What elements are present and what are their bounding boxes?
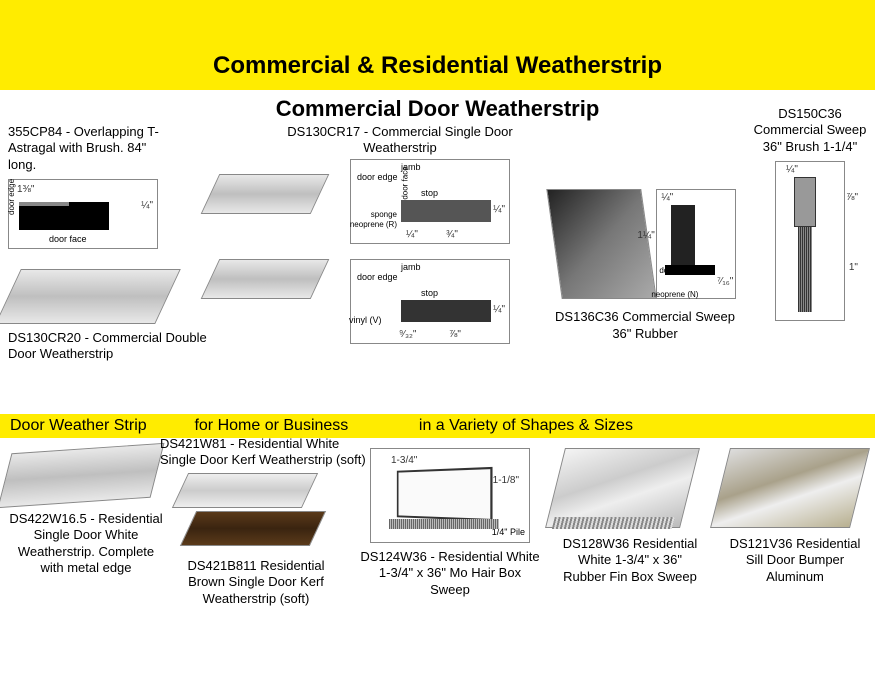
product-DS421W-label: DS421W81 - Residential White Single Door… (160, 436, 370, 469)
product-DS422: DS422W16.5 - Residential Single Door Whi… (6, 448, 166, 576)
dim-136-c: ⁷⁄₁₆" (717, 276, 733, 289)
dim-355-2: ¼" (141, 200, 153, 213)
dim-cr17-d: ¼" (493, 304, 505, 317)
dim-124-a: 1-3/4" (391, 455, 417, 468)
dim-150-b: ⅞" (846, 192, 858, 205)
image-DS422 (0, 443, 165, 508)
product-DS136C36: ¼" 1¼" ⁷⁄₁₆" door bottom neoprene (N) DS… (545, 189, 745, 342)
strip-c: in a Variety of Shapes & Sizes (419, 417, 633, 434)
lbl-sponge: sponge neoprene (R) (347, 210, 397, 230)
dim-150-c: 1" (849, 262, 858, 275)
product-DS150C36-label: DS150C36 Commercial Sweep 36" Brush 1-1/… (750, 106, 870, 155)
main-banner: Commercial & Residential Weatherstrip (0, 0, 875, 90)
product-DS124: 1-3/4" 1-1/8" 1/4" Pile DS124W36 - Resid… (360, 448, 540, 598)
dim-150-a: ¼" (786, 164, 798, 177)
dim-355-1: 1⅜" (17, 184, 34, 197)
product-DS130CR20-label: DS130CR20 - Commercial Double Door Weath… (8, 330, 208, 363)
residential-section: DS422W16.5 - Residential Single Door Whi… (0, 438, 875, 673)
dim-cr17-a: ¼" (493, 204, 505, 217)
commercial-section: 355CP84 - Overlapping T-Astragal with Br… (0, 124, 875, 414)
product-DS150C36: DS150C36 Commercial Sweep 36" Brush 1-1/… (750, 106, 870, 321)
diagram-CR17-lower: jamb door edge stop vinyl (V) ¼" ⁹⁄₃₂" ⅞… (350, 259, 510, 344)
sub-banner: Commercial Door Weatherstrip (0, 90, 875, 124)
product-DS130CR17: DS130CR17 - Commercial Single Door Weath… (270, 124, 530, 157)
product-DS421W: DS421W81 - Residential White Single Door… (160, 436, 370, 558)
product-DS121: DS121V36 Residential Sill Door Bumper Al… (720, 448, 870, 585)
lbl-doorbottom: door bottom (659, 266, 702, 276)
diagram-DS150C36: ¼" ⅞" 1" (775, 161, 845, 321)
product-355CP84: 355CP84 - Overlapping T-Astragal with Br… (8, 124, 178, 249)
image-DS130CR20 (0, 269, 181, 324)
product-DS130CR20: DS130CR20 - Commercial Double Door Weath… (8, 269, 208, 363)
variety-banner: Door Weather Strip for Home or Business … (0, 414, 875, 438)
lbl-face1: door face (401, 166, 411, 199)
image-DS421 (180, 473, 320, 558)
dim-cr17-b: ¼" (406, 229, 418, 242)
lbl-edge1: door edge (357, 172, 398, 183)
product-DS128: DS128W36 Residential White 1-3/4" x 36" … (555, 448, 705, 585)
note-doorface: door face (49, 234, 87, 245)
dim-cr17-e: ⁹⁄₃₂" (399, 329, 416, 342)
lbl-vinyl: vinyl (V) (349, 315, 382, 326)
lbl-stop1: stop (421, 188, 438, 199)
lbl-edge2: door edge (357, 272, 398, 283)
sub-banner-text: Commercial Door Weatherstrip (276, 96, 600, 121)
dim-136-b: 1¼" (637, 230, 654, 243)
image-DS121 (710, 448, 870, 528)
diagram-DS136C36: ¼" 1¼" ⁷⁄₁₆" door bottom neoprene (N) (656, 189, 736, 299)
product-DS128-label: DS128W36 Residential White 1-3/4" x 36" … (555, 536, 705, 585)
diagram-DS124: 1-3/4" 1-1/8" 1/4" Pile (370, 448, 530, 543)
product-DS130CR17-label: DS130CR17 - Commercial Single Door Weath… (270, 124, 530, 157)
product-DS121-label: DS121V36 Residential Sill Door Bumper Al… (720, 536, 870, 585)
dim-136-a: ¼" (661, 192, 673, 205)
image-DS128 (545, 448, 700, 528)
product-DS421B: DS421B811 Residential Brown Single Door … (186, 558, 326, 607)
product-DS124-label: DS124W36 - Residential White 1-3/4" x 36… (360, 549, 540, 598)
image-CR17-a (201, 174, 330, 214)
dim-cr17-f: ⅞" (449, 329, 461, 342)
product-355CP84-label: 355CP84 - Overlapping T-Astragal with Br… (8, 124, 178, 173)
image-DS136C36 (546, 189, 656, 299)
note-dooredge: door edge (7, 179, 17, 215)
product-DS422-label: DS422W16.5 - Residential Single Door Whi… (6, 511, 166, 576)
diagram-CR17-upper: jamb door edge door face stop sponge neo… (350, 159, 510, 244)
diagram-355CP84: 1⅜" ¼" door face door edge (8, 179, 158, 249)
dim-cr17-c: ¾" (446, 229, 458, 242)
strip-b: for Home or Business (194, 417, 414, 435)
dim-124-b: 1-1/8" (493, 475, 519, 488)
lbl-jamb2: jamb (401, 262, 421, 273)
image-CR17-b (201, 259, 330, 299)
main-banner-text: Commercial & Residential Weatherstrip (213, 52, 662, 80)
product-DS421B-label: DS421B811 Residential Brown Single Door … (186, 558, 326, 607)
lbl-stop2: stop (421, 288, 438, 299)
lbl-neoprene: neoprene (N) (651, 290, 698, 300)
product-DS136C36-label: DS136C36 Commercial Sweep 36" Rubber (545, 309, 745, 342)
strip-a: Door Weather Strip (10, 417, 190, 435)
